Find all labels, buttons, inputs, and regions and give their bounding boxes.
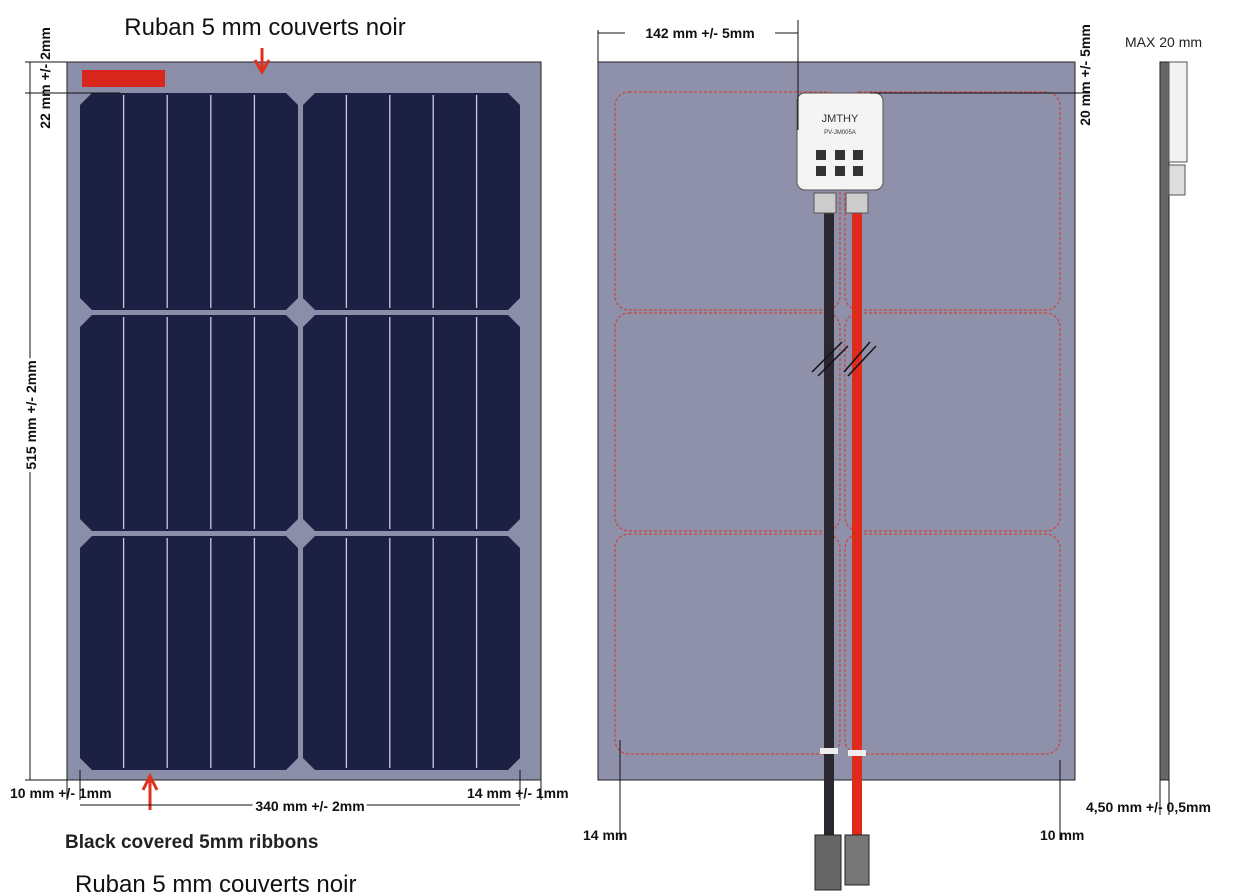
label-sticker bbox=[82, 70, 165, 87]
dim-label: 340 mm +/- 2mm bbox=[255, 798, 364, 814]
dim-label: 22 mm +/- 2mm bbox=[37, 27, 53, 129]
caption: Black covered 5mm ribbons bbox=[65, 832, 318, 853]
red-cable bbox=[852, 195, 862, 835]
dim-label: 20 mm +/- 5mm bbox=[1077, 24, 1093, 126]
gland bbox=[845, 192, 869, 214]
dim-label: 14 mm +/- 1mm bbox=[467, 785, 569, 801]
black-cable bbox=[824, 195, 834, 835]
dim-label: 142 mm +/- 5mm bbox=[645, 25, 754, 41]
box-brand: JMTHY bbox=[822, 113, 859, 125]
box-model: PV-JM005A bbox=[824, 130, 856, 136]
solar-cell bbox=[303, 536, 520, 770]
break-mark bbox=[811, 341, 877, 377]
caption-fr: Ruban 5 mm couverts noir bbox=[75, 871, 356, 893]
dim-label: 10 mm bbox=[1040, 827, 1084, 843]
tie bbox=[848, 750, 866, 756]
dim-label: 515 mm +/- 2mm bbox=[23, 360, 39, 469]
cells bbox=[80, 93, 520, 770]
solar-cell bbox=[303, 315, 520, 531]
dim-label: 10 mm +/- 1mm bbox=[10, 785, 112, 801]
solar-cell bbox=[80, 315, 298, 531]
solar-cell bbox=[80, 536, 298, 770]
connector bbox=[814, 834, 842, 891]
dimension-lines bbox=[597, 20, 1090, 840]
dimension-lines bbox=[25, 61, 542, 806]
cell-outlines bbox=[614, 91, 1061, 755]
tie bbox=[820, 748, 838, 754]
dim-label: MAX 20 mm bbox=[1125, 34, 1202, 50]
side-gland bbox=[1168, 164, 1186, 196]
top-label: Ruban 5 mm couverts noir bbox=[124, 14, 405, 41]
box-icons bbox=[816, 150, 863, 176]
solar-cell bbox=[80, 93, 298, 310]
side-view bbox=[1159, 61, 1170, 781]
dim-label: 4,50 mm +/- 0,5mm bbox=[1086, 799, 1211, 815]
connector bbox=[844, 834, 870, 886]
side-box bbox=[1168, 61, 1188, 163]
dim-label: 14 mm bbox=[583, 827, 627, 843]
junction-box bbox=[796, 92, 884, 191]
solar-cell bbox=[303, 93, 520, 310]
arrow bbox=[253, 48, 271, 75]
gland bbox=[813, 192, 837, 214]
